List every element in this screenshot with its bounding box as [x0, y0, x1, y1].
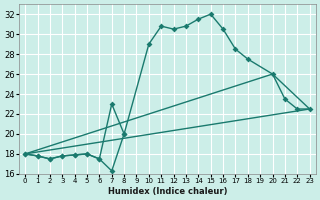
X-axis label: Humidex (Indice chaleur): Humidex (Indice chaleur) [108, 187, 227, 196]
